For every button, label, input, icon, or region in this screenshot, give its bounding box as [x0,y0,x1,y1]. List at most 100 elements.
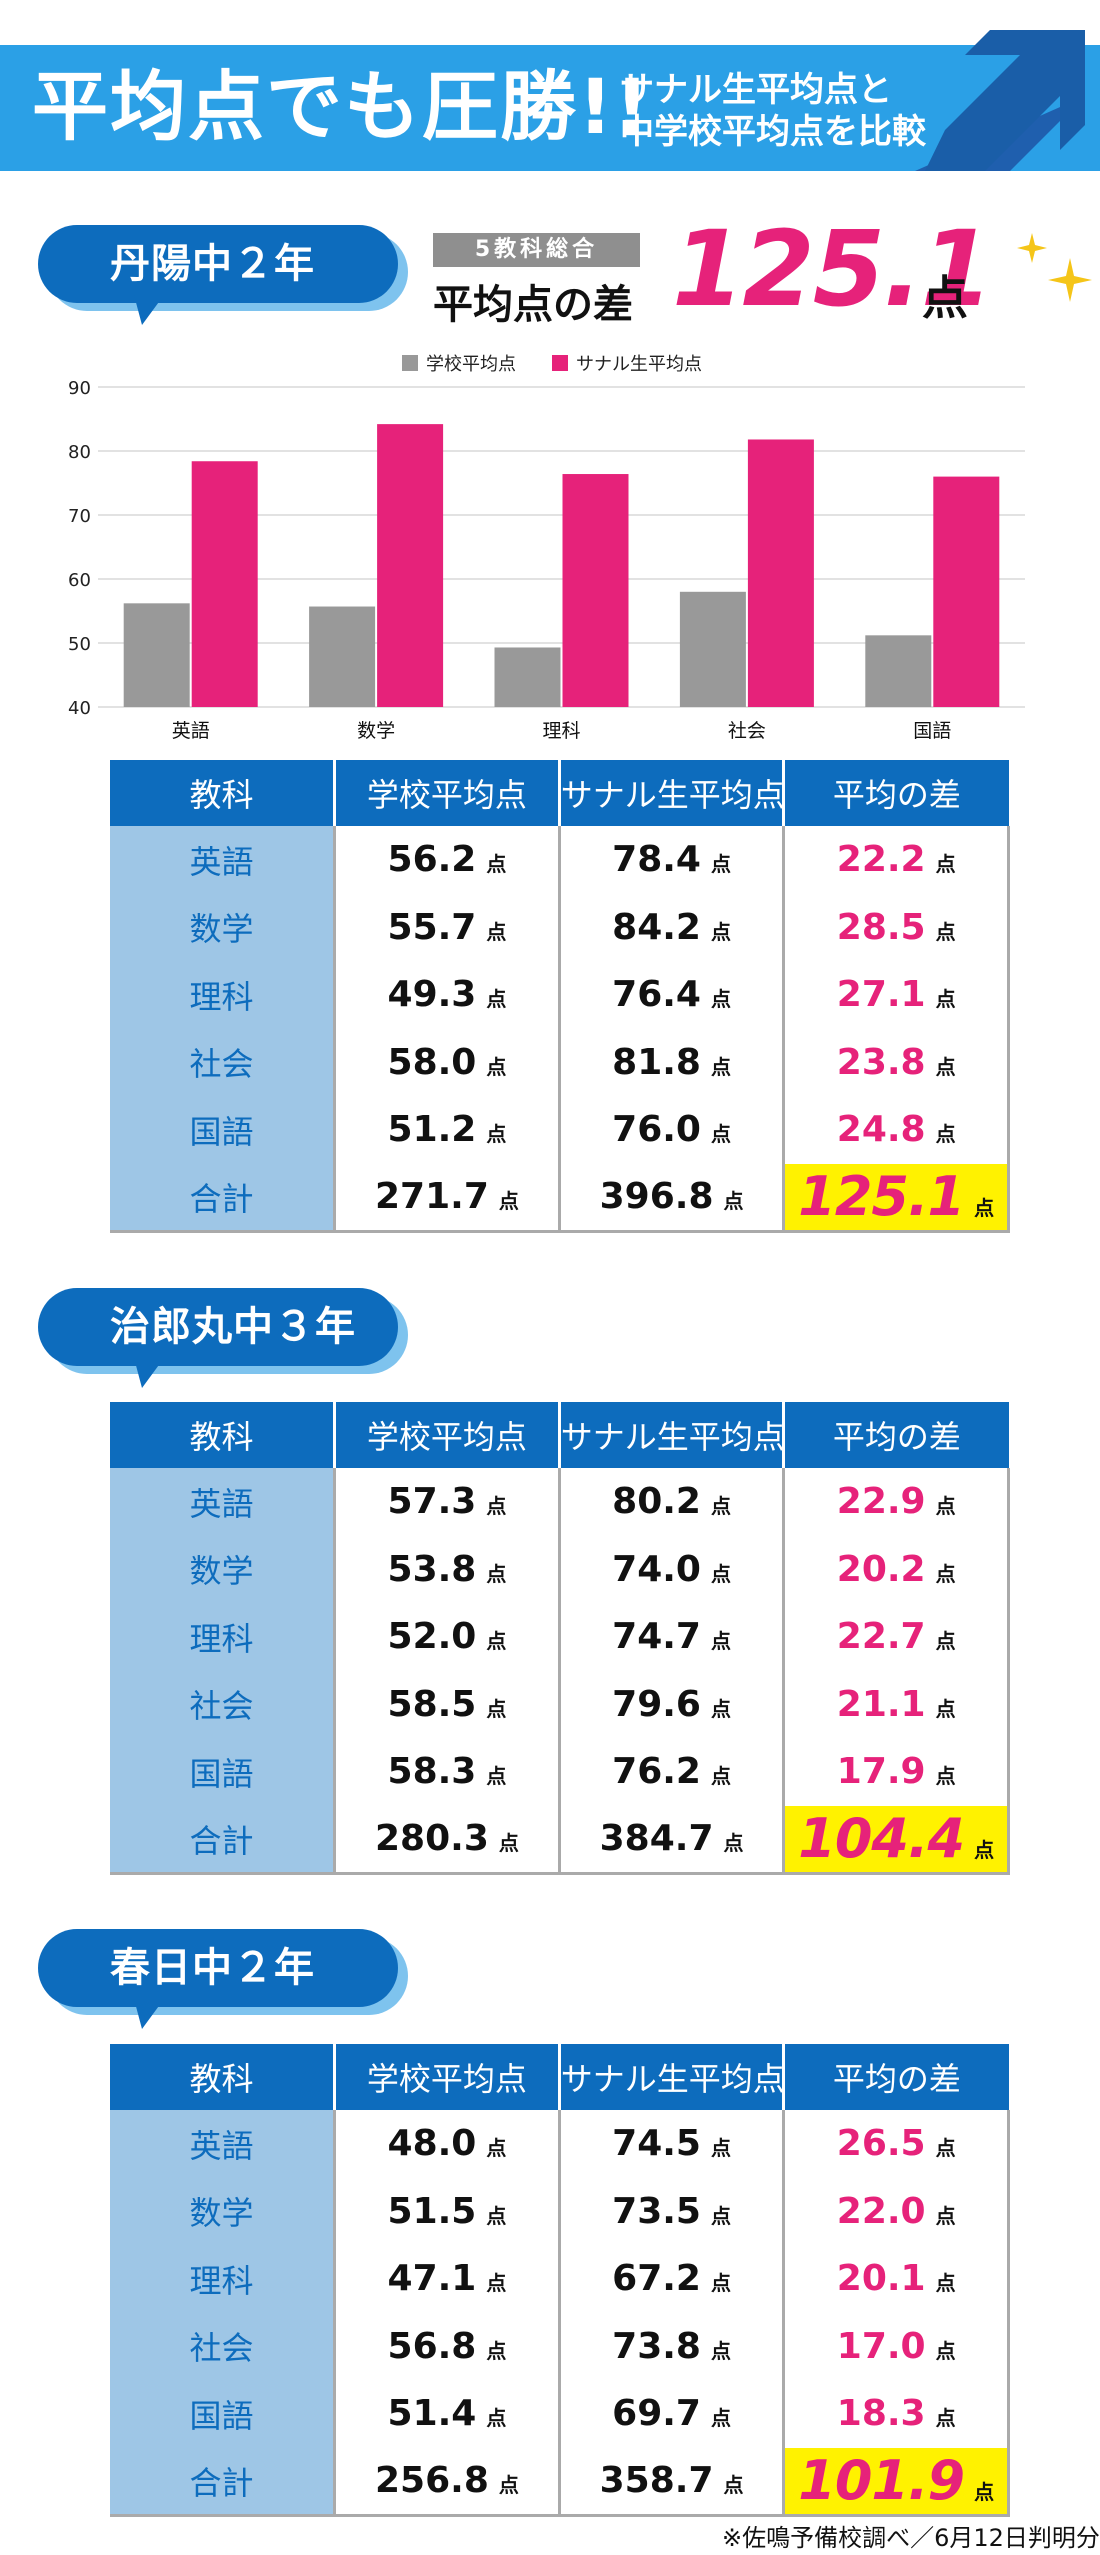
bar-school [309,606,376,707]
bar-sanaru [377,424,444,707]
unit-label: 点 [935,852,956,877]
total-diff-cell-value: 101.9 [798,2449,965,2512]
diff-cell-value: 22.0 [836,2190,926,2232]
unit-label: 点 [486,2203,507,2228]
sanaru-avg-cell: 74.5 点 [557,2110,784,2178]
sparkle-icon [1017,233,1092,302]
diff-cell-value: 20.1 [836,2258,926,2300]
unit-label: 点 [935,1696,956,1721]
unit-label: 点 [974,1838,995,1862]
school-label-jiromaru: 治郎丸中３年 [38,1288,408,1388]
unit-label: 点 [710,2203,731,2228]
sanaru-avg-cell-value: 76.0 [612,1109,701,1151]
unit-label: 点 [723,2473,744,2497]
table-header-cell: 平均の差 [783,1402,1009,1468]
school-avg-cell-value: 58.5 [387,1683,477,1725]
school-avg-cell-value: 53.8 [387,1548,477,1590]
bar-sanaru [933,476,1000,707]
sanaru-avg-cell-value: 79.6 [612,1683,701,1725]
subject-cell: 英語 [110,1468,335,1536]
y-tick-label: 50 [68,634,91,655]
sanaru-avg-cell: 74.7 点 [557,1603,784,1671]
school-avg-cell: 51.5 点 [333,2177,560,2245]
score-table-jiromaru: 教科 学校平均点 サナル生平均点 平均の差 英語 57.3 点 80.2 点 22.9 点数学 53… [110,1402,1010,1875]
school-avg-cell: 49.3 点 [333,961,560,1029]
unit-label: 点 [935,1561,956,1586]
school-avg-cell-value: 271.7 [375,1176,489,1217]
school-avg-cell-value: 57.3 [387,1481,477,1523]
table-row: 英語 57.3 点 80.2 点 22.9 点 [110,1468,1010,1536]
unit-label: 点 [935,2406,956,2431]
unit-label: 点 [710,987,731,1012]
school-label-kasuga: 春日中２年 [38,1929,408,2029]
banner-title: 平均点でも圧勝!! [32,62,652,151]
sanaru-avg-cell: 67.2 点 [557,2245,784,2313]
table-header-cell: 平均の差 [783,2044,1009,2110]
table-row: 合計 280.3 点 384.7 点 104.4 点 [110,1805,1010,1875]
unit-label: 点 [710,1696,731,1721]
subject-cell: 数学 [110,2177,335,2245]
table-header-cell: サナル生平均点 [559,760,786,826]
unit-label: 点 [486,1696,507,1721]
y-tick-label: 70 [68,506,91,527]
diff-cell: 24.8 点 [782,1096,1010,1164]
sanaru-avg-cell-value: 396.8 [599,1176,714,1217]
unit-label: 点 [486,1629,507,1654]
sanaru-avg-cell-value: 81.8 [612,1041,701,1083]
table-header-cell: 学校平均点 [334,760,561,826]
diff-cell: 21.1 点 [782,1670,1010,1738]
school-avg-cell-value: 48.0 [387,2123,477,2165]
y-tick-label: 80 [68,442,91,463]
diff-cell: 17.0 点 [782,2312,1010,2380]
sanaru-avg-cell: 69.7 点 [557,2380,784,2448]
banner-subtitle-line1: サナル生平均点と [620,70,892,110]
unit-label: 点 [723,1189,744,1213]
school-avg-cell-value: 52.0 [387,1616,477,1658]
subject-cell-value: 英語 [189,2126,254,2165]
diff-cell: 20.2 点 [782,1535,1010,1603]
diff-cell: 22.7 点 [782,1603,1010,1671]
unit-label: 点 [710,1054,731,1079]
sanaru-avg-cell-value: 78.4 [612,839,701,881]
unit-label: 点 [486,2271,507,2296]
table-row: 国語 51.4 点 69.7 点 18.3 点 [110,2380,1010,2448]
subject-cell: 社会 [110,2312,335,2380]
summary-label: 平均点の差 [433,282,633,328]
diff-cell: 22.0 点 [782,2177,1010,2245]
school-avg-cell-value: 51.2 [387,1109,477,1151]
table-row: 社会 58.5 点 79.6 点 21.1 点 [110,1670,1010,1738]
unit-label: 点 [710,1494,731,1519]
unit-label: 点 [935,2271,956,2296]
subject-cell-value: 英語 [189,1484,254,1523]
subject-cell: 国語 [110,1738,335,1806]
subject-cell: 合計 [110,1805,335,1875]
school-avg-cell: 58.3 点 [333,1738,560,1806]
score-table-tanyo: 教科 学校平均点 サナル生平均点 平均の差 英語 56.2 点 78.4 点 22.2 点数学 55… [110,760,1010,1233]
unit-label: 点 [498,2473,519,2497]
sanaru-avg-cell-value: 84.2 [612,906,701,948]
subject-cell-value: 理科 [189,1619,254,1658]
diff-cell-value: 22.7 [836,1616,926,1658]
total-diff-cell-value: 125.1 [798,1165,965,1228]
unit-label: 点 [974,2480,995,2504]
subject-cell-value: 数学 [189,910,254,949]
school-name: 春日中２年 [110,1945,315,1991]
subject-cell: 理科 [110,1603,335,1671]
sanaru-avg-cell-value: 73.5 [612,2190,701,2232]
sanaru-avg-cell: 76.4 点 [557,961,784,1029]
x-tick-label: 理科 [542,720,580,742]
unit-label: 点 [935,1054,956,1079]
school-avg-cell-value: 58.3 [387,1751,477,1793]
school-avg-cell: 47.1 点 [333,2245,560,2313]
sanaru-avg-cell-value: 74.7 [612,1616,701,1658]
unit-label: 点 [935,987,956,1012]
legend-swatch [402,355,418,371]
subject-cell-value: 英語 [189,842,254,881]
y-tick-label: 40 [68,698,91,719]
sanaru-avg-cell: 396.8 点 [557,1163,784,1233]
subject-cell-value: 国語 [189,1754,254,1793]
score-table-kasuga: 教科 学校平均点 サナル生平均点 平均の差 英語 48.0 点 74.5 点 26.5 点数学 51… [110,2044,1010,2517]
subject-cell-value: 数学 [189,1552,254,1591]
legend-label: 学校平均点 [426,354,516,375]
school-avg-cell: 57.3 点 [333,1468,560,1536]
